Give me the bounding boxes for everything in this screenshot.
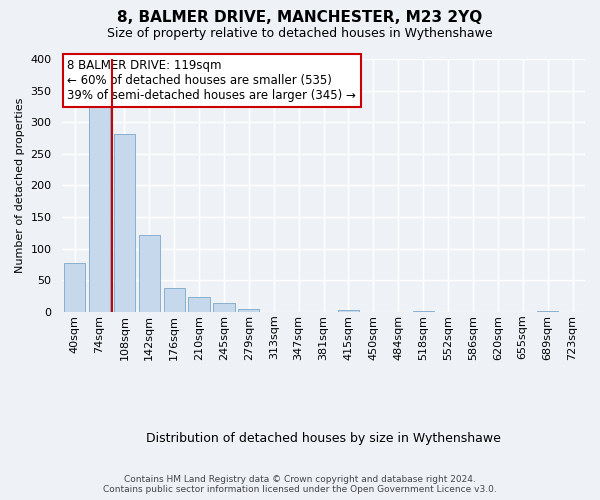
Text: 8, BALMER DRIVE, MANCHESTER, M23 2YQ: 8, BALMER DRIVE, MANCHESTER, M23 2YQ xyxy=(118,10,482,25)
Bar xyxy=(238,310,259,312)
Bar xyxy=(214,303,235,312)
Text: 8 BALMER DRIVE: 119sqm
← 60% of detached houses are smaller (535)
39% of semi-de: 8 BALMER DRIVE: 119sqm ← 60% of detached… xyxy=(67,59,356,102)
Bar xyxy=(89,104,110,312)
Bar xyxy=(537,310,558,312)
Text: Size of property relative to detached houses in Wythenshawe: Size of property relative to detached ho… xyxy=(107,28,493,40)
Bar xyxy=(139,234,160,312)
Text: Contains HM Land Registry data © Crown copyright and database right 2024.
Contai: Contains HM Land Registry data © Crown c… xyxy=(103,474,497,494)
Bar xyxy=(164,288,185,312)
Bar xyxy=(114,134,135,312)
Bar xyxy=(413,310,434,312)
Bar xyxy=(338,310,359,312)
Bar xyxy=(64,263,85,312)
X-axis label: Distribution of detached houses by size in Wythenshawe: Distribution of detached houses by size … xyxy=(146,432,501,445)
Y-axis label: Number of detached properties: Number of detached properties xyxy=(15,98,25,273)
Bar xyxy=(188,296,209,312)
